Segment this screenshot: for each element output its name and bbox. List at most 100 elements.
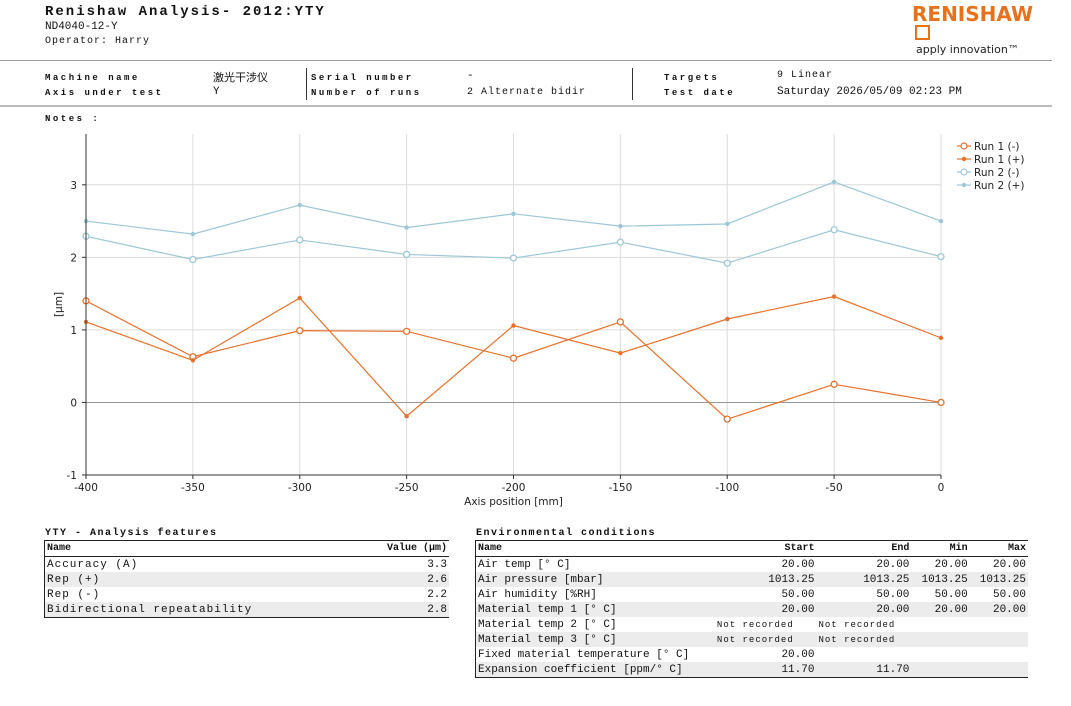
env-min — [911, 617, 969, 632]
axis-under-test-value: Y — [213, 86, 220, 98]
legend-label: Run 2 (+) — [974, 180, 1024, 192]
env-start: Not recorded — [714, 632, 817, 647]
table-row: Material temp 3 [° C] Not recorded Not rec… — [476, 632, 1028, 647]
data-point — [297, 295, 302, 301]
data-point — [937, 252, 945, 261]
feature-value: 3.3 — [427, 558, 447, 571]
env-min: 20.00 — [911, 602, 970, 617]
env-end: 1013.25 — [816, 572, 912, 587]
serial-number-label: Serial number — [311, 73, 414, 83]
data-point — [297, 202, 302, 208]
data-point — [725, 221, 730, 227]
env-end: Not recorded — [816, 632, 912, 647]
serial-number-value: - — [467, 70, 474, 82]
x-tick-label: -400 — [74, 482, 98, 494]
env-end: 11.70 — [816, 662, 912, 677]
env-start: 20.00 — [781, 648, 815, 661]
table-row: Fixed material temperature [° C] 20.00 — [476, 647, 1028, 662]
logo-tagline: apply innovation™ — [916, 43, 1019, 56]
env-end: 20.00 — [876, 558, 910, 571]
table-row: Expansion coefficient [ppm/° C] 11.70 11.7… — [476, 662, 1028, 677]
data-point — [509, 354, 518, 362]
env-col-start: Start — [714, 541, 817, 557]
env-max — [970, 647, 1028, 662]
legend-label: Run 1 (+) — [974, 154, 1024, 166]
features-col-value: Value (µm) — [354, 541, 449, 557]
data-point — [189, 255, 197, 264]
test-date-label: Test date — [664, 88, 736, 98]
error-chart: -400 -350 -300 -250 -200 -150 -100 -50 0 -1 0 1 2 3 Ax… — [53, 134, 1024, 508]
data-point — [937, 398, 945, 407]
data-point — [830, 226, 838, 234]
table-row: Material temp 1 [° C] 20.00 20.00 20.00 20.0… — [476, 602, 1028, 617]
env-col-min: Min — [911, 541, 970, 557]
env-min: 1013.25 — [911, 572, 970, 587]
env-max: 20.00 — [992, 558, 1026, 571]
env-end — [816, 647, 911, 662]
env-name: Air pressure [mbar] — [476, 572, 715, 587]
machine-name-label: Machine name — [45, 73, 140, 83]
features-table-wrapper: Name Value (µm) Accuracy (A) 3.3 Rep (+) 2.… — [44, 540, 449, 618]
data-point — [296, 326, 304, 335]
env-name: Air humidity [%RH] — [478, 588, 597, 601]
env-name: Fixed material temperature [° C] — [478, 648, 690, 661]
y-tick-label: 3 — [70, 180, 77, 192]
table-row: Material temp 2 [° C] Not recorded Not rec… — [476, 617, 1028, 632]
env-name: Material temp 3 [° C] — [476, 632, 715, 647]
x-tick-label: -250 — [395, 482, 419, 494]
env-start: 1013.25 — [714, 572, 817, 587]
data-point — [296, 236, 304, 244]
env-min: 50.00 — [934, 588, 968, 601]
number-of-runs-value: 2 Alternate bidir — [467, 87, 587, 98]
x-axis-label: Axis position [mm] — [464, 496, 563, 508]
table-row: Air temp [° C] 20.00 20.00 20.00 20.00 — [476, 557, 1028, 573]
env-start: Not recorded — [716, 619, 794, 630]
data-point — [402, 327, 411, 335]
feature-value: 2.8 — [354, 602, 449, 617]
chart-axes: -400 -350 -300 -250 -200 -150 -100 -50 0 -1 0 1 2 3 Ax… — [53, 134, 944, 508]
info-divider-bottom — [0, 105, 1052, 107]
x-tick-label: -50 — [826, 482, 843, 494]
env-end: 50.00 — [876, 588, 910, 601]
data-point — [190, 231, 196, 237]
data-point — [938, 218, 944, 224]
data-point — [509, 254, 518, 262]
notes-label: Notes : — [45, 114, 101, 124]
data-point — [402, 250, 411, 259]
chart-series — [82, 179, 945, 423]
feature-name: Bidirectional repeatability — [45, 602, 355, 617]
header-divider — [0, 60, 1052, 61]
legend-marker — [960, 142, 968, 150]
legend-marker — [961, 182, 967, 188]
data-point — [723, 259, 731, 267]
table-row: Rep (-) 2.2 — [45, 587, 449, 602]
env-col-max: Max — [969, 541, 1028, 557]
x-tick-label: 0 — [938, 482, 945, 494]
report-title: Renishaw Analysis- 2012:YTY — [45, 4, 326, 20]
env-max — [969, 662, 1028, 677]
y-tick-label: 0 — [70, 397, 77, 409]
x-tick-label: -100 — [715, 482, 739, 494]
legend-marker — [960, 168, 968, 176]
feature-name: Rep (+) — [45, 572, 355, 587]
data-point — [511, 211, 516, 217]
data-point — [404, 414, 409, 419]
env-min — [911, 632, 970, 647]
operator-name: Operator: Harry — [45, 36, 151, 47]
y-tick-label: 2 — [70, 252, 77, 264]
env-col-end: End — [816, 541, 912, 557]
env-name: Expansion coefficient [ppm/° C] — [476, 662, 715, 677]
env-max: 20.00 — [969, 602, 1028, 617]
data-point — [938, 335, 944, 341]
feature-name: Rep (-) — [47, 588, 101, 601]
chart-grid — [85, 134, 942, 476]
y-tick-label: -1 — [67, 470, 77, 482]
info-divider — [306, 68, 307, 100]
x-tick-label: -300 — [288, 482, 312, 494]
env-min: 20.00 — [934, 558, 968, 571]
x-tick-label: -350 — [181, 482, 205, 494]
table-row: Bidirectional repeatability 2.8 — [45, 602, 449, 617]
y-tick-label: 1 — [70, 325, 77, 337]
features-table: Name Value (µm) Accuracy (A) 3.3 Rep (+) 2.… — [45, 541, 449, 617]
table-row: Rep (+) 2.6 — [45, 572, 449, 587]
